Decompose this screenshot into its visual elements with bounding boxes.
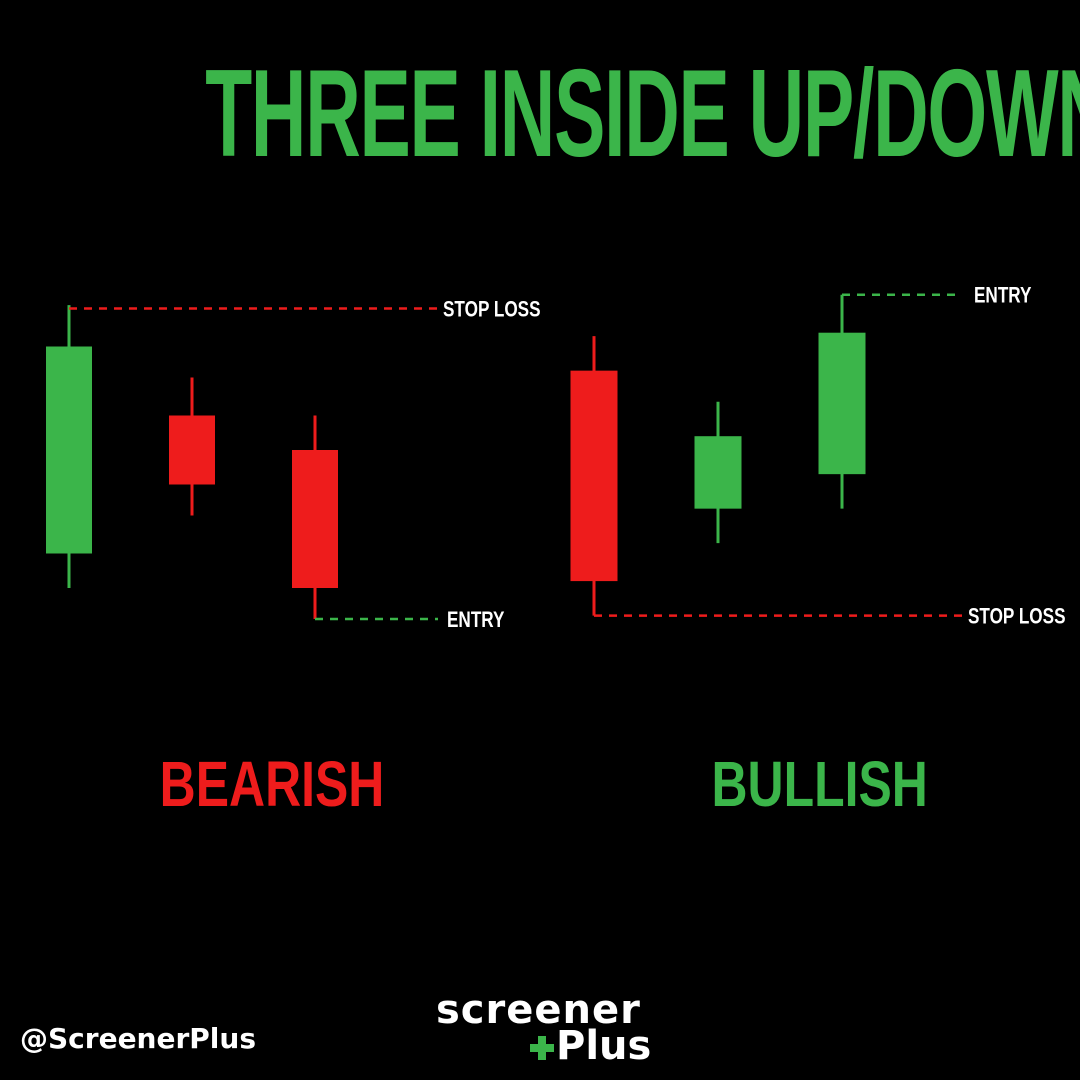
bullish-candle-3-body	[818, 332, 866, 475]
screener-plus-logo: screener Plus	[436, 990, 656, 1070]
logo-wordmark-top: screener	[436, 987, 641, 1033]
bearish-candle-3-body	[292, 450, 338, 588]
logo-wordmark-bottom: Plus	[556, 1023, 652, 1069]
bearish-label: BEARISH	[159, 748, 385, 820]
social-handle: @ScreenerPlus	[20, 1022, 257, 1055]
bullish-candle-1-body	[570, 370, 618, 582]
bearish-candle-2-body	[169, 415, 215, 485]
candlestick-diagram: STOP LOSS ENTRY ENTRY STOP LOSS	[46, 284, 1066, 633]
plus-icon	[530, 1036, 554, 1060]
bearish-stop-loss-label: STOP LOSS	[443, 298, 541, 323]
bearish-candle-1-body	[46, 346, 92, 554]
bullish-label: BULLISH	[711, 748, 928, 820]
bullish-entry-label: ENTRY	[974, 284, 1032, 309]
bullish-stop-loss-label: STOP LOSS	[968, 605, 1066, 630]
bullish-candle-2-body	[694, 436, 742, 509]
bearish-entry-label: ENTRY	[447, 608, 505, 633]
